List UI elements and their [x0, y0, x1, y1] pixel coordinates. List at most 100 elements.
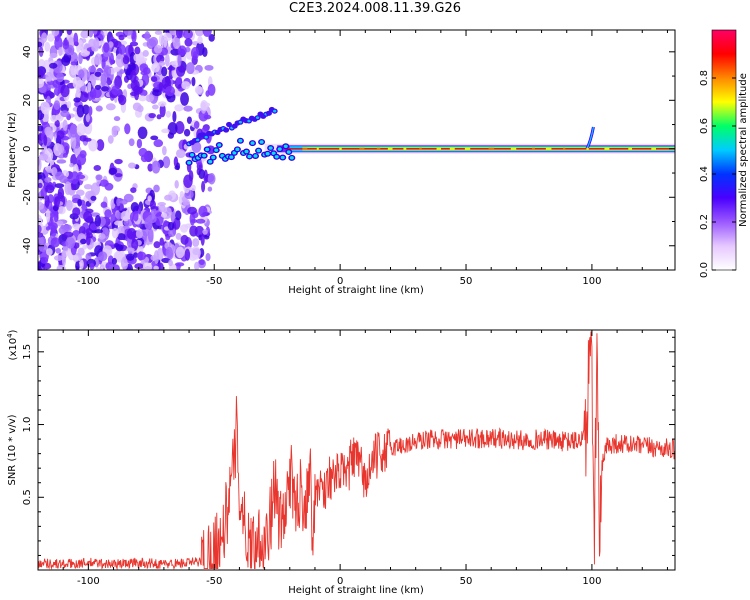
noise-blob [160, 212, 168, 218]
noise-blob [202, 30, 212, 37]
noise-blob [63, 224, 72, 232]
noise-blob [38, 232, 44, 238]
noise-blob [47, 33, 55, 42]
noise-blob [151, 160, 161, 174]
noise-blob [80, 30, 90, 39]
noise-blob [54, 196, 61, 208]
noise-blob [193, 120, 200, 129]
noise-blob [80, 238, 87, 245]
branch-blob [223, 127, 230, 133]
noise-blob [194, 30, 205, 37]
noise-blob [151, 62, 160, 73]
noise-blob [105, 103, 116, 111]
snr-line [38, 331, 675, 570]
noise-blob [125, 247, 135, 252]
noise-blob [191, 246, 201, 260]
noise-blob [183, 30, 193, 40]
noise-blob [153, 139, 164, 148]
noise-blob [69, 52, 78, 64]
noise-blob [53, 255, 64, 261]
noise-blob [101, 86, 109, 92]
noise-blob [153, 44, 163, 54]
noise-blob [163, 30, 171, 33]
noise-blob [157, 262, 164, 270]
noise-blob [192, 238, 200, 248]
noise-blob [136, 138, 143, 149]
noise-blob [50, 237, 60, 248]
x-tick-label: -100 [77, 576, 100, 587]
noise-blob [53, 100, 61, 111]
noise-blob [98, 267, 104, 270]
noise-blob [175, 246, 185, 259]
noise-blob [175, 76, 183, 85]
noise-blob [153, 250, 160, 264]
noise-blob [201, 180, 206, 193]
snr-y-multiplier: (x104) [6, 329, 19, 360]
carrier-blob-core [247, 154, 252, 159]
noise-blob [167, 122, 178, 135]
spectrogram-signal [185, 106, 675, 166]
noise-blob [69, 62, 77, 76]
noise-blob [111, 227, 119, 239]
noise-blob [175, 30, 183, 39]
noise-blob [93, 164, 102, 171]
noise-blob [45, 184, 55, 194]
noise-blob [78, 226, 86, 236]
noise-blob [111, 257, 117, 265]
spectrogram-x-axis-label: Height of straight line (km) [288, 285, 424, 296]
noise-blob [70, 135, 77, 149]
carrier-blob-core [253, 154, 258, 158]
branch-blob-core [273, 109, 277, 113]
noise-blob [167, 221, 175, 231]
branch-blob-core [247, 119, 251, 123]
noise-blob [176, 64, 186, 77]
noise-blob [38, 225, 42, 233]
noise-blob [205, 253, 211, 262]
noise-blob [95, 105, 103, 112]
noise-blob [133, 54, 139, 62]
snr-x-axis-label: Height of straight line (km) [288, 585, 424, 596]
noise-blob [80, 49, 91, 57]
noise-blob [57, 206, 66, 215]
noise-blob [88, 65, 97, 73]
noise-blob [44, 177, 52, 183]
noise-blob [197, 36, 203, 45]
y-tick-label: -40 [22, 238, 33, 254]
page-title: C2E3.2024.008.11.39.G26 [288, 1, 462, 16]
noise-blob [61, 55, 71, 67]
noise-blob [154, 30, 163, 35]
noise-blob [130, 70, 137, 84]
spectrogram-x-ticks: -100 -50 0 50 100 [37, 30, 668, 287]
noise-blob [40, 256, 49, 264]
noise-blob [126, 228, 137, 240]
noise-blob [38, 214, 43, 228]
noise-blob [182, 199, 190, 206]
carrier-sparkle [339, 147, 342, 150]
carrier-blob-core [250, 141, 255, 145]
noise-blob [186, 62, 195, 75]
noise-blob [53, 209, 59, 223]
noise-blob [76, 39, 84, 50]
noise-blob [87, 82, 92, 93]
x-tick-label: 0 [337, 576, 343, 587]
carrier-blob-core [244, 149, 249, 154]
noise-blob [138, 95, 147, 102]
noise-blob [118, 94, 127, 106]
carrier-blob-core [205, 147, 210, 152]
noise-blob [90, 195, 97, 201]
noise-blob [174, 262, 185, 267]
noise-blob [204, 64, 214, 71]
noise-blob [150, 135, 159, 141]
colorbar-tick-label: 0.0 [699, 262, 710, 278]
noise-blob [130, 187, 137, 193]
noise-blob [164, 53, 170, 67]
noise-blob [174, 104, 184, 112]
noise-blob [85, 252, 92, 261]
noise-blob [198, 205, 208, 218]
noise-blob [176, 162, 181, 171]
x-tick-label: 50 [460, 276, 473, 287]
noise-blob [177, 45, 187, 57]
noise-blob [69, 123, 77, 138]
noise-blob [200, 100, 208, 111]
noise-blob [105, 261, 115, 270]
